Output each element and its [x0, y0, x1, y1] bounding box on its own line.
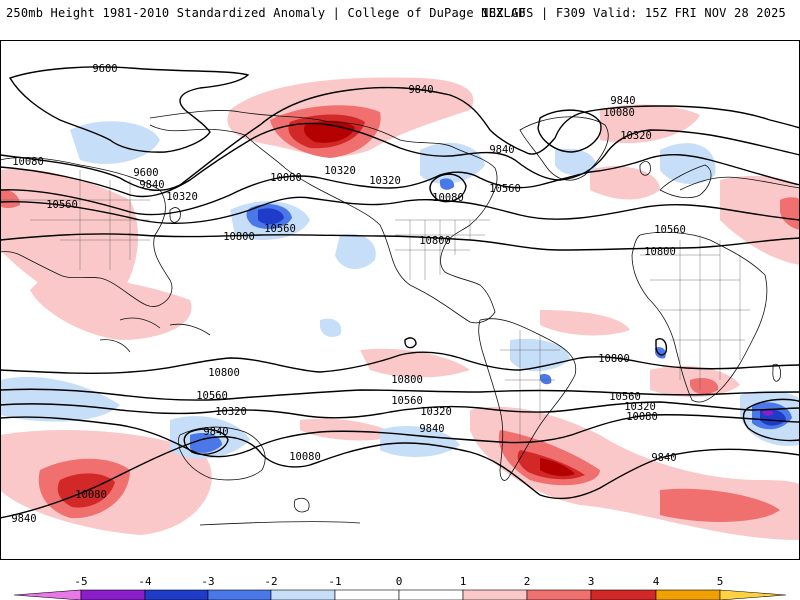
label-10560-china: 10560	[46, 199, 78, 211]
colorbar-swatch	[334, 589, 400, 600]
label-10080-greenland: 10080	[603, 107, 635, 119]
contour-10800-north	[0, 233, 800, 251]
label-10080-south-pacific: 10080	[289, 451, 321, 463]
colorbar-tick-label: -5	[74, 575, 87, 588]
contour-9840-north	[0, 86, 800, 191]
colorbar-swatch	[207, 589, 272, 600]
label-10320-north-atlantic: 10320	[620, 130, 652, 142]
label-10800-south-pacific-west: 10800	[208, 367, 240, 379]
negative-anomaly-4	[763, 409, 774, 416]
contour-10800-small-low	[404, 337, 417, 349]
label-9840-alaska: 9840	[408, 84, 433, 96]
contour-9840-low-west	[183, 428, 229, 456]
label-10320-canada: 10320	[369, 175, 401, 187]
label-10800-south-pacific-east: 10800	[391, 374, 423, 386]
label-9840-south-pacific-west: 9840	[203, 426, 228, 438]
colorbar-swatch	[80, 589, 146, 600]
colorbar-swatch	[270, 589, 336, 600]
model-valid-time: 18Z GFS | F309 Valid: 15Z FRI NOV 28 202…	[481, 6, 786, 20]
colorbar-tick-label: 0	[396, 575, 403, 588]
label-10560-south-pacific-east: 10560	[391, 395, 423, 407]
label-10320-south-pacific: 10320	[420, 406, 452, 418]
contour-10800-africa-low	[655, 338, 668, 356]
colorbar-tick-label: 4	[653, 575, 660, 588]
label-9840-south-atlantic: 9840	[651, 452, 676, 464]
colorbar-segments	[13, 589, 787, 600]
colorbar-tick-label: -2	[264, 575, 277, 588]
colorbar-tick-label: -4	[138, 575, 152, 588]
label-10080-southern-indian: 10080	[75, 489, 107, 501]
contour-9840-greenland-loop	[537, 109, 602, 153]
colorbar-swatch	[526, 589, 592, 600]
label-10560-east-coast: 10560	[489, 183, 521, 195]
label-10560-south-africa: 10560	[609, 391, 641, 403]
height-contours	[0, 66, 800, 519]
colorbar-swatch	[144, 589, 209, 600]
colorbar-swatch	[398, 589, 464, 600]
colorbar-tick-label: 5	[717, 575, 724, 588]
contour-10320-south	[0, 401, 800, 419]
label-10080-north-pacific: 10080	[270, 172, 302, 184]
label-10800-sahara: 10800	[644, 246, 676, 258]
colorbar-swatch	[655, 589, 721, 600]
political-boundaries	[0, 170, 750, 440]
label-10560-central-pacific: 10560	[264, 223, 296, 235]
contour-10560-south	[0, 388, 800, 401]
positive-anomaly-4	[303, 120, 575, 477]
map-title: 250mb Height 1981-2010 Standardized Anom…	[6, 6, 526, 20]
colorbar-tick-label: 1	[460, 575, 467, 588]
contour-10080-south	[0, 414, 800, 458]
color-scale-bar: -5 -4 -3 -2 -1 0 1 2 3 4 5	[13, 575, 787, 600]
colorbar-swatch	[590, 589, 657, 600]
label-9840-south-pacific-east: 9840	[419, 423, 444, 435]
coastlines	[0, 109, 800, 526]
label-9840-hudson: 9840	[489, 144, 514, 156]
colorbar-tick-label: 2	[524, 575, 531, 588]
contour-10080-great-lakes-loop	[429, 173, 467, 203]
label-9840-far-southwest: 9840	[11, 513, 36, 525]
label-10800-mexico: 10800	[419, 235, 451, 247]
label-10800-central-pacific: 10800	[223, 231, 255, 243]
label-10560-sahara: 10560	[654, 224, 686, 236]
label-10320-tasman: 10320	[215, 406, 247, 418]
colorbar-swatch	[462, 589, 528, 600]
anomaly-map: 9600 9840 9840 10080 10320 9600 9840 100…	[0, 40, 800, 560]
label-10320-southern-africa: 10320	[624, 401, 656, 413]
colorbar-tick-label: -1	[328, 575, 341, 588]
label-9600-kamchatka: 9600	[133, 167, 158, 179]
label-10080-south-indian: 10080	[626, 411, 658, 423]
contour-labels: 9600 9840 9840 10080 10320 9600 9840 100…	[11, 63, 685, 525]
label-9840-kamchatka: 9840	[139, 179, 164, 191]
label-10320-gulf-alaska: 10320	[324, 165, 356, 177]
label-9840-greenland: 9840	[610, 95, 635, 107]
label-10800-south-atlantic: 10800	[598, 353, 630, 365]
label-10080-far-west: 10080	[12, 156, 44, 168]
contour-9840-south	[0, 436, 800, 519]
colorbar-tick-label: 3	[588, 575, 595, 588]
label-10560-south-pacific-west: 10560	[196, 390, 228, 402]
contour-9600-north-pacific	[8, 66, 250, 153]
label-9600-north-pacific: 9600	[92, 63, 117, 75]
colorbar-ticks: -5 -4 -3 -2 -1 0 1 2 3 4 5	[74, 575, 723, 588]
label-10320-north-pacific: 10320	[166, 191, 198, 203]
label-10080-great-lakes: 10080	[432, 192, 464, 204]
contour-10800-south	[0, 351, 800, 374]
colorbar-tick-label: -3	[201, 575, 214, 588]
contour-10560-north	[0, 196, 800, 224]
colorbar-swatch	[13, 589, 82, 600]
contour-10320-north	[0, 153, 800, 216]
colorbar-swatch	[719, 589, 787, 600]
contour-10080-north	[0, 122, 800, 198]
